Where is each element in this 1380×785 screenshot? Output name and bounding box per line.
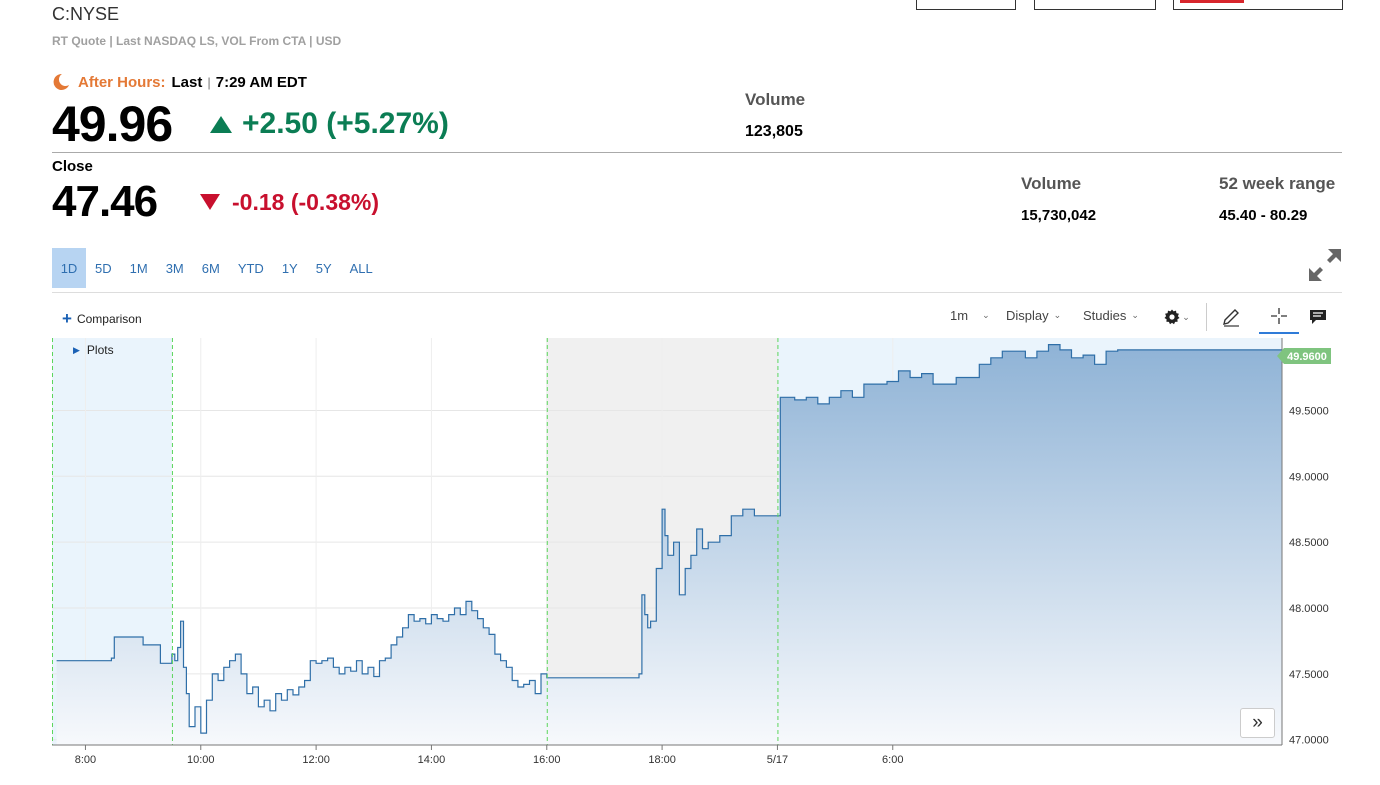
tab-1y[interactable]: 1Y	[281, 260, 298, 276]
separator: |	[207, 74, 211, 90]
comparison-button[interactable]: + Comparison	[62, 310, 142, 327]
toolbar-separator	[1206, 303, 1207, 331]
chevron-down-icon: ⌄	[1182, 311, 1190, 322]
divider	[52, 292, 1342, 293]
y-tick-label: 49.0000	[1289, 471, 1329, 483]
tab-1d[interactable]: 1D	[52, 248, 86, 288]
draw-button[interactable]	[1215, 300, 1247, 334]
plots-label: Plots	[86, 343, 114, 357]
y-tick-label: 49.5000	[1289, 405, 1329, 417]
after-hours-price: 49.96	[52, 96, 173, 152]
quote-info: RT Quote | Last NASDAQ LS, VOL From CTA …	[52, 34, 342, 48]
tab-1m[interactable]: 1M	[129, 260, 148, 276]
y-tick-label: 48.0000	[1289, 603, 1329, 615]
after-hours-volume: 123,805	[745, 123, 803, 140]
down-arrow-icon	[200, 194, 220, 210]
studies-dropdown[interactable]: Studies ⌄	[1083, 308, 1139, 323]
plus-icon: +	[62, 309, 72, 328]
chevron-down-icon: ⌄	[1053, 310, 1062, 320]
crosshair-icon	[1271, 308, 1287, 324]
pencil-icon	[1223, 309, 1239, 327]
tab-3m[interactable]: 3M	[165, 260, 184, 276]
top-button-2[interactable]	[1034, 0, 1156, 10]
crosshair-button[interactable]	[1259, 300, 1299, 334]
tab-6m[interactable]: 6M	[201, 260, 220, 276]
studies-label: Studies	[1083, 308, 1127, 323]
x-tick-label: 12:00	[302, 754, 330, 766]
y-tick-label: 47.0000	[1289, 735, 1329, 747]
after-hours-change-value: +2.50 (+5.27%)	[242, 107, 449, 140]
after-hours-change: +2.50 (+5.27%)	[210, 104, 449, 144]
settings-button[interactable]: ⌄	[1161, 300, 1193, 334]
after-hours-volume-label: Volume	[745, 90, 806, 109]
current-price-badge: 49.9600	[1277, 348, 1331, 364]
gear-icon	[1164, 309, 1180, 325]
tab-ytd[interactable]: YTD	[237, 260, 264, 276]
close-volume: 15,730,042	[1021, 207, 1097, 224]
comment-button[interactable]	[1302, 300, 1334, 334]
display-dropdown[interactable]: Display ⌄	[1006, 308, 1061, 323]
tab-5y[interactable]: 5Y	[315, 260, 332, 276]
close-price: 47.46	[52, 177, 158, 226]
comment-icon	[1310, 310, 1326, 324]
plots-toggle[interactable]: ▶ Plots	[73, 343, 114, 357]
close-label: Close	[52, 158, 93, 175]
range-tabs: 1D 5D 1M 3M 6M YTD 1Y 5Y ALL	[52, 248, 382, 288]
week-range-label: 52 week range	[1219, 174, 1336, 193]
tab-5d[interactable]: 5D	[95, 260, 112, 276]
price-chart[interactable]: 49.5000 49.0000 48.5000 48.0000 47.5000 47.00…	[52, 338, 1342, 778]
price-line	[56, 344, 1282, 734]
x-tick-label: 8:00	[75, 754, 96, 766]
price-area	[56, 344, 1283, 745]
close-change: -0.18 (-0.38%)	[200, 186, 379, 218]
double-chevron-right-icon: »	[1252, 712, 1263, 733]
week-range-value: 45.40 - 80.29	[1219, 207, 1308, 224]
moon-icon	[53, 73, 69, 90]
comparison-label: Comparison	[76, 311, 142, 326]
ticker-symbol: C:NYSE	[52, 4, 120, 24]
current-price-label: 49.9600	[1287, 351, 1327, 363]
x-tick-label: 18:00	[648, 754, 676, 766]
y-tick-label: 47.5000	[1289, 669, 1329, 681]
chevron-down-icon: ⌄	[982, 310, 990, 320]
top-button-1[interactable]	[916, 0, 1016, 10]
triangle-right-icon: ▶	[73, 344, 80, 355]
y-tick-label: 48.5000	[1289, 537, 1329, 549]
top-button-3[interactable]	[1173, 0, 1343, 10]
after-hours-time: 7:29 AM EDT	[215, 73, 307, 91]
close-volume-label: Volume	[1021, 174, 1082, 193]
scroll-right-button[interactable]: »	[1240, 708, 1275, 738]
x-tick-label: 5/17	[767, 754, 788, 766]
expand-icon[interactable]	[1306, 246, 1344, 284]
tab-all[interactable]: ALL	[349, 260, 373, 276]
x-tick-label: 6:00	[882, 754, 903, 766]
up-arrow-icon	[210, 115, 232, 133]
last-label: Last	[171, 73, 203, 91]
interval-label: 1m	[950, 308, 969, 323]
after-hours-row: After Hours: Last | 7:29 AM EDT	[52, 70, 307, 94]
interval-dropdown[interactable]: 1m ⌄	[950, 308, 990, 323]
top-button-3-accent	[1180, 0, 1244, 3]
display-label: Display	[1006, 308, 1049, 323]
close-change-value: -0.18 (-0.38%)	[232, 189, 380, 215]
x-tick-label: 14:00	[418, 754, 446, 766]
chevron-down-icon: ⌄	[1131, 310, 1139, 320]
after-hours-label: After Hours:	[78, 73, 166, 91]
x-tick-label: 10:00	[187, 754, 215, 766]
x-tick-label: 16:00	[533, 754, 561, 766]
divider	[52, 152, 1342, 153]
